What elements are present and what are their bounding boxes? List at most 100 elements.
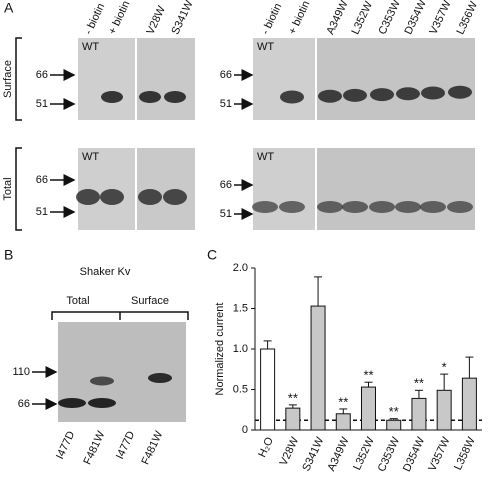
wt-label: WT: [257, 41, 274, 53]
marker-label: 51: [36, 206, 48, 218]
bracket: [51, 311, 189, 320]
band: [148, 373, 172, 383]
marker-label: 51: [220, 208, 232, 220]
bar: [310, 305, 326, 431]
blot-title: Shaker Kv: [80, 266, 131, 278]
lane-label: V357W: [426, 435, 452, 473]
band: [317, 201, 343, 213]
bar: [361, 386, 376, 431]
lane-label: H₂O: [256, 435, 276, 459]
band: [139, 91, 161, 103]
lane-label: V28W: [278, 435, 302, 468]
lane-label: F481W: [81, 429, 107, 467]
lane-label: V28W: [144, 4, 168, 37]
band: [448, 85, 472, 99]
lane-label: D354W: [402, 0, 429, 36]
lane-label: + biotin: [106, 0, 132, 36]
band: [58, 398, 86, 408]
lane-label: C353W: [376, 435, 403, 474]
lane-label: C353W: [376, 0, 403, 36]
significance: **: [363, 368, 373, 383]
marker-label: 66: [36, 69, 48, 81]
band: [252, 201, 278, 213]
band: [88, 398, 116, 408]
band: [163, 189, 187, 205]
lane-label: D354W: [401, 435, 428, 474]
band: [164, 91, 186, 103]
band: [369, 201, 395, 213]
blot: [78, 148, 135, 230]
y-tick-label: 0: [242, 424, 248, 436]
lane-label: F481W: [139, 429, 165, 467]
y-tick-label: 1.0: [233, 343, 248, 355]
band: [138, 189, 162, 205]
significance: *: [442, 360, 447, 375]
lane-label: L356W: [454, 0, 480, 36]
bracket: [15, 147, 22, 231]
band: [447, 201, 473, 213]
panel-label: C: [207, 247, 217, 263]
band: [343, 88, 367, 102]
bar: [461, 377, 477, 431]
band: [280, 90, 304, 104]
marker-label: 66: [220, 179, 232, 191]
marker-label: 51: [220, 98, 232, 110]
lane-label: S341W: [300, 435, 326, 473]
lane-label: - biotin: [259, 1, 284, 36]
wt-label: WT: [257, 151, 274, 163]
lane-label: I477D: [54, 429, 77, 461]
marker-label: 66: [18, 398, 30, 410]
panel-label: B: [4, 247, 13, 263]
y-tick-label: 2.0: [233, 262, 248, 274]
panel-label: A: [4, 0, 14, 16]
marker-label: 66: [36, 174, 48, 186]
blot: [137, 148, 195, 230]
y-tick-label: 1.5: [233, 302, 248, 314]
row-label: Total: [2, 177, 14, 200]
bar: [335, 413, 351, 431]
blot: [317, 148, 475, 230]
marker-label: 66: [220, 69, 232, 81]
marker-label: 51: [36, 98, 48, 110]
bar: [386, 419, 402, 431]
blot: [253, 148, 315, 230]
band: [370, 88, 394, 102]
band: [396, 87, 420, 101]
significance: **: [414, 376, 424, 391]
marker-label: 110: [12, 366, 30, 378]
lane-label: L352W: [349, 0, 375, 36]
bracket: [15, 37, 22, 121]
significance: **: [288, 390, 298, 405]
band: [342, 201, 368, 213]
band: [100, 189, 124, 205]
lane-label: - biotin: [82, 1, 107, 36]
wt-label: WT: [82, 151, 99, 163]
lane-label: S341W: [169, 0, 195, 36]
band: [318, 89, 342, 103]
blot: [317, 38, 475, 120]
lane-label: L352W: [351, 435, 377, 472]
y-axis-label: Normalized current: [214, 303, 226, 396]
band: [395, 201, 421, 213]
lane-label: A349W: [326, 435, 352, 473]
row-label: Surface: [2, 60, 14, 98]
lane-label: A349W: [324, 0, 350, 36]
bar: [260, 348, 276, 431]
lane-label: V357W: [427, 0, 453, 36]
blot: [253, 38, 315, 120]
blot: [78, 38, 135, 120]
significance: **: [389, 404, 399, 419]
lane-label: I477D: [114, 429, 137, 461]
band: [420, 201, 446, 213]
band: [101, 91, 123, 103]
bar: [436, 389, 452, 431]
lane-label: + biotin: [286, 0, 312, 36]
wt-label: WT: [82, 41, 99, 53]
bar: [411, 397, 427, 431]
y-tick-label: 0.5: [233, 383, 248, 395]
band: [90, 376, 114, 386]
blot: [137, 38, 195, 120]
band: [421, 86, 445, 100]
band: [279, 201, 305, 213]
